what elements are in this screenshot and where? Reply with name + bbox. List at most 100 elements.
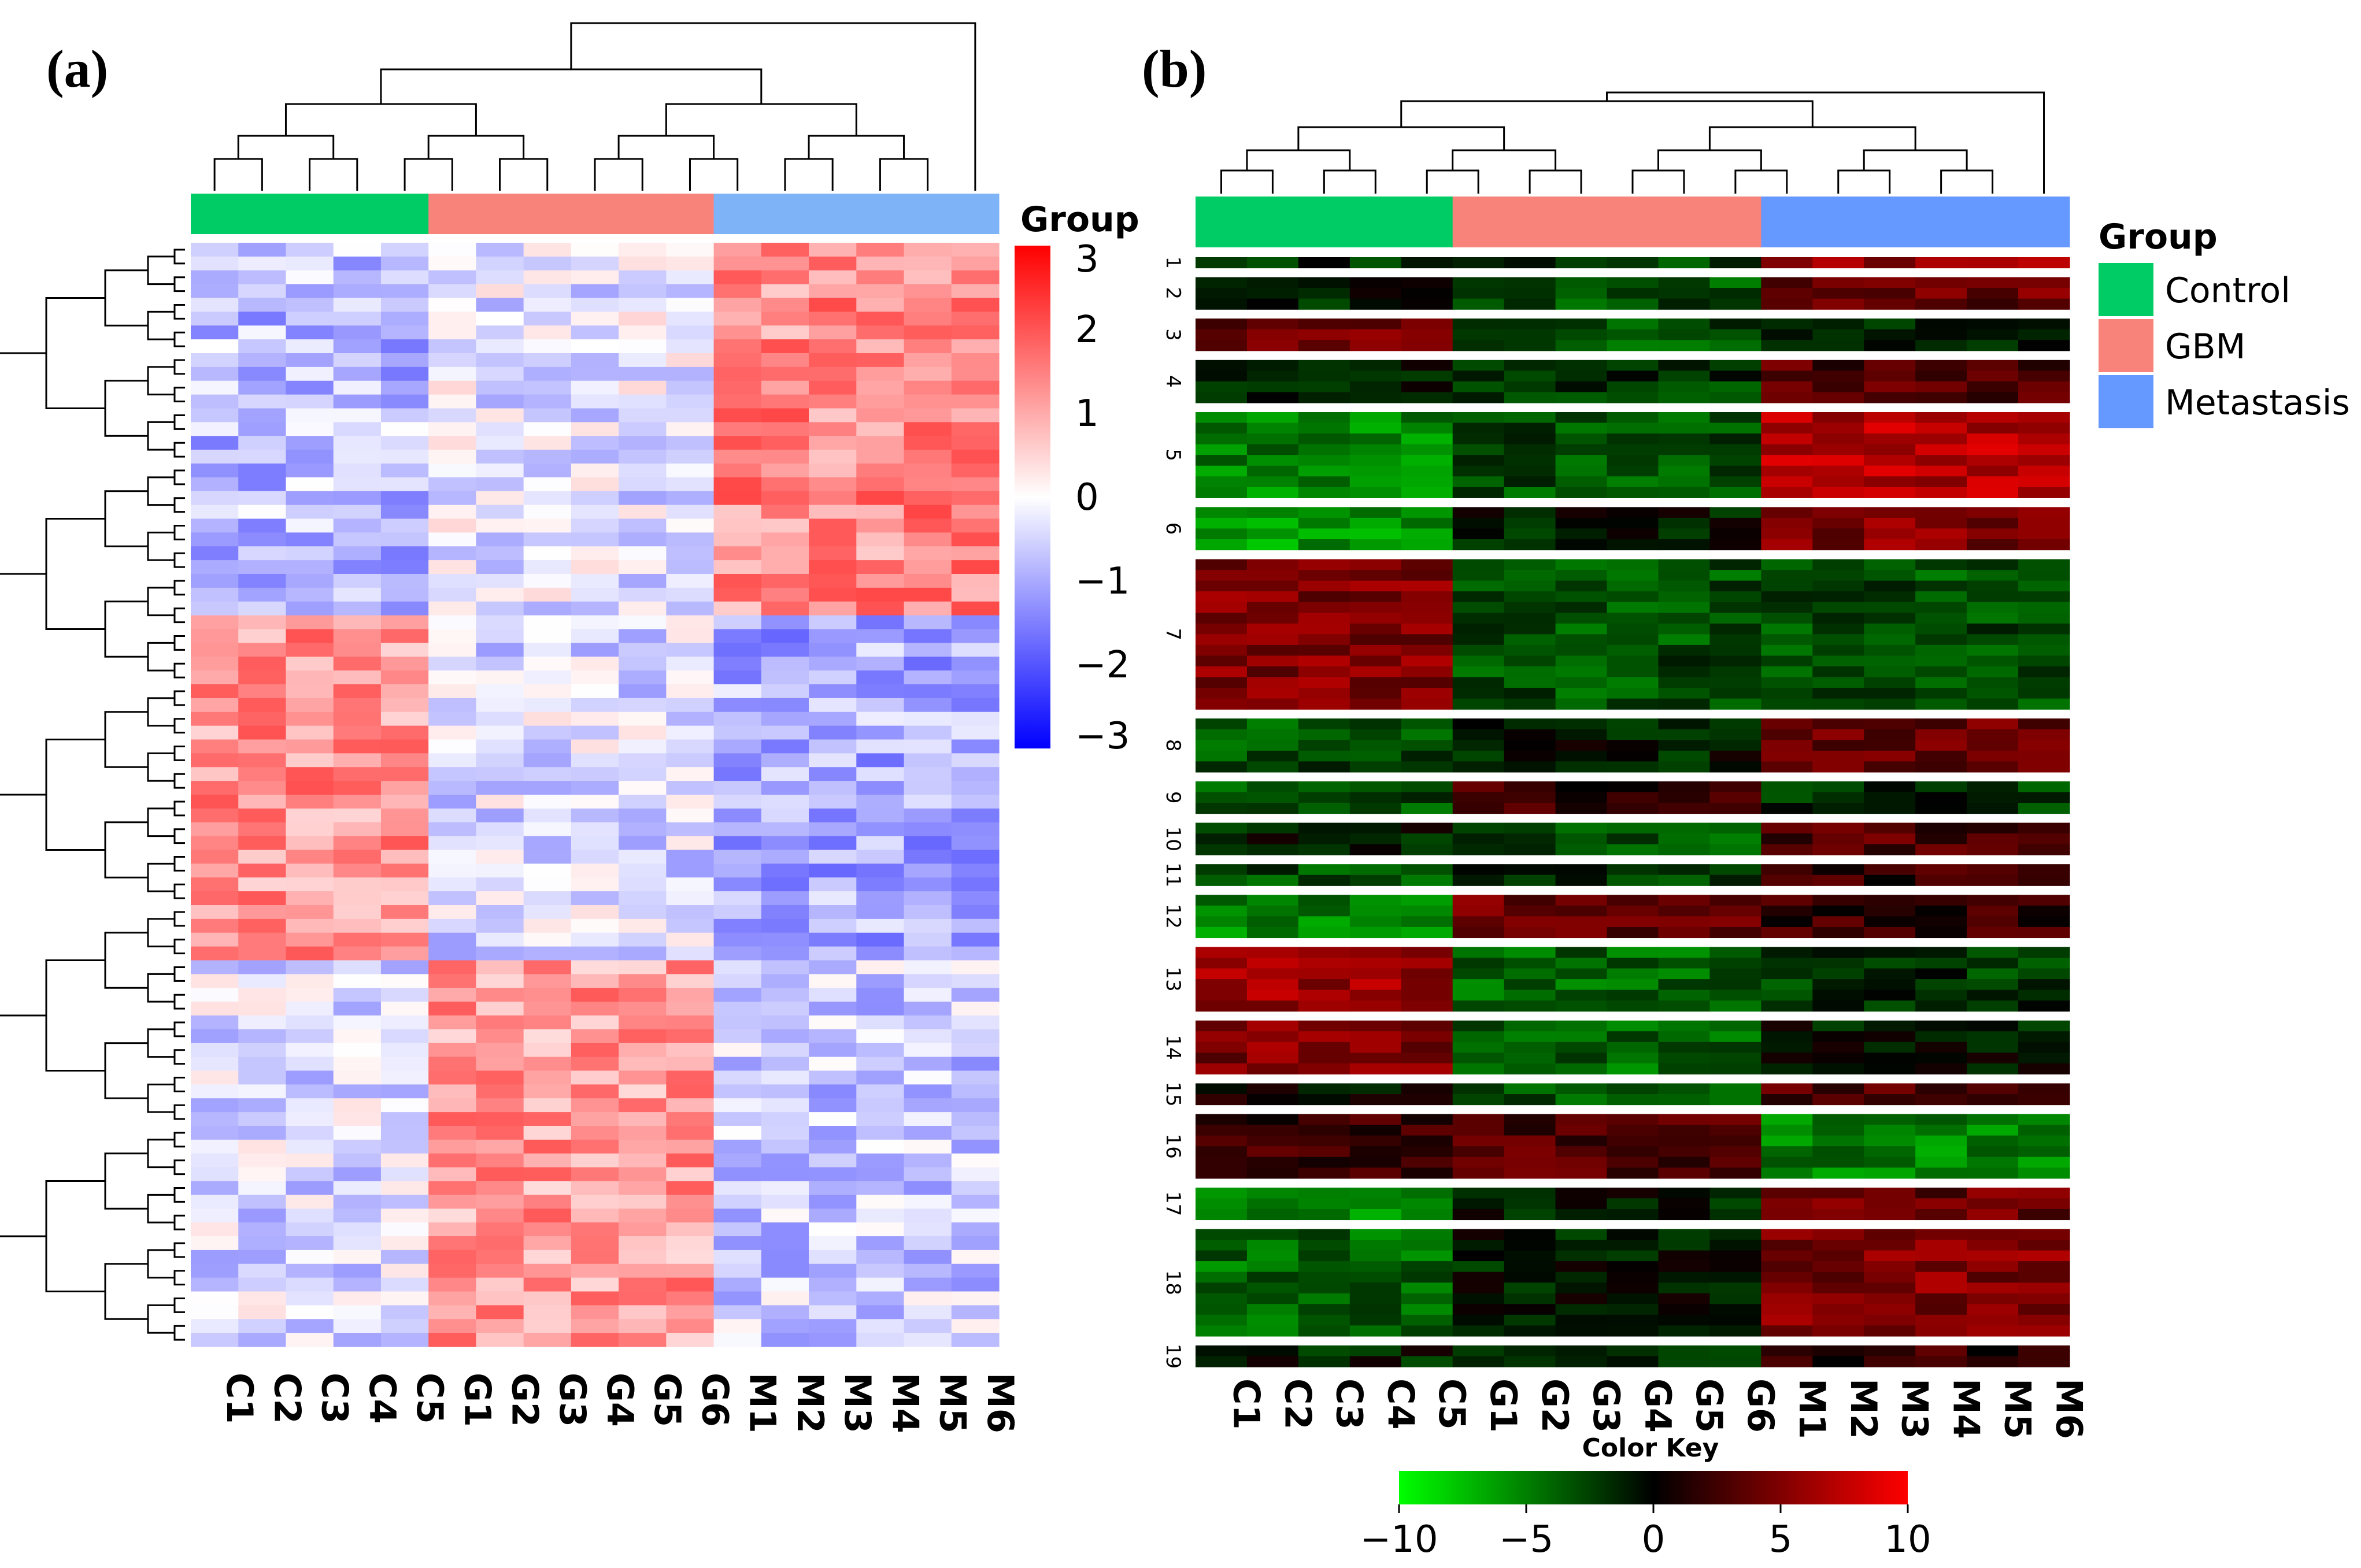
cell xyxy=(191,1084,239,1099)
cell xyxy=(856,1305,905,1319)
column-label-b-M2: M2 xyxy=(1842,1378,1885,1439)
cell xyxy=(1761,1146,1813,1158)
cell xyxy=(333,615,382,630)
cell xyxy=(333,891,382,906)
cell xyxy=(1452,1031,1505,1043)
cell xyxy=(856,1029,905,1044)
cell xyxy=(1246,1345,1299,1357)
cell xyxy=(1401,905,1453,917)
cell xyxy=(1761,874,1813,886)
cell xyxy=(1709,655,1762,667)
cell xyxy=(1915,947,1967,958)
cell xyxy=(713,753,762,768)
cell xyxy=(809,408,857,422)
cell xyxy=(1555,1063,1608,1075)
cell xyxy=(1915,580,1967,592)
cell xyxy=(761,808,809,823)
cell xyxy=(619,1250,667,1265)
cell xyxy=(333,1236,382,1251)
cell xyxy=(619,1029,667,1044)
cell xyxy=(713,339,762,354)
cell xyxy=(1452,1167,1505,1179)
cell xyxy=(1401,968,1453,980)
cell xyxy=(1555,926,1608,939)
cell xyxy=(1298,729,1350,740)
cell xyxy=(1196,613,1248,624)
cell xyxy=(523,974,572,988)
cell xyxy=(1967,1063,2019,1075)
cell xyxy=(1915,528,1967,540)
cell xyxy=(1967,329,2019,340)
cell xyxy=(1761,329,1813,340)
cell xyxy=(619,560,667,574)
cell xyxy=(619,505,667,520)
cell xyxy=(1555,381,1608,393)
cell xyxy=(571,905,619,920)
cell xyxy=(1349,1272,1402,1283)
cell xyxy=(904,518,952,533)
cell xyxy=(286,1277,334,1292)
cell xyxy=(1709,476,1762,488)
cell xyxy=(476,836,524,851)
cell xyxy=(333,1015,382,1030)
cell xyxy=(1401,257,1453,269)
cell xyxy=(1658,1125,1711,1136)
cell xyxy=(286,450,334,464)
cell xyxy=(1246,905,1299,917)
cell xyxy=(286,1181,334,1195)
cell xyxy=(1504,792,1556,803)
cell xyxy=(1761,1345,1813,1357)
cell xyxy=(380,725,429,740)
cell xyxy=(1246,989,1299,1001)
cell xyxy=(1761,1209,1813,1221)
cell xyxy=(1967,688,2019,699)
cell xyxy=(1555,340,1608,351)
cell xyxy=(761,1057,809,1072)
cell xyxy=(1555,1356,1608,1367)
cell xyxy=(904,450,952,464)
cell xyxy=(1555,1261,1608,1273)
cell xyxy=(523,380,572,395)
cell xyxy=(809,325,857,340)
cell xyxy=(238,643,287,657)
cell xyxy=(1607,989,1659,1001)
cluster-19 xyxy=(1196,1345,2070,1367)
cell xyxy=(761,1015,809,1030)
cell xyxy=(2018,916,2070,928)
cell xyxy=(619,491,667,506)
cell xyxy=(1812,487,1864,498)
cell xyxy=(1761,288,1813,299)
cell xyxy=(1915,257,1967,269)
cell xyxy=(1607,698,1659,710)
cell xyxy=(1349,844,1402,855)
cell xyxy=(476,1263,524,1278)
cell xyxy=(1555,1229,1608,1240)
cell xyxy=(1246,1125,1299,1136)
cell xyxy=(809,1029,857,1044)
cell xyxy=(476,1167,524,1182)
cell xyxy=(191,863,239,878)
cell xyxy=(1196,444,1248,455)
cell xyxy=(1864,1031,1916,1043)
cell xyxy=(856,477,905,492)
cell xyxy=(713,891,762,906)
cell xyxy=(1401,666,1453,678)
cell xyxy=(523,1112,572,1126)
cell xyxy=(1504,781,1556,793)
cell xyxy=(2018,1293,2070,1304)
cell xyxy=(1246,591,1299,603)
cell xyxy=(1915,644,1967,657)
cell xyxy=(1401,476,1453,488)
cell xyxy=(1555,1156,1608,1168)
cell xyxy=(1967,392,2019,403)
cell xyxy=(1401,298,1453,310)
cell xyxy=(1709,340,1762,351)
cell xyxy=(1349,1345,1402,1357)
cluster-3 xyxy=(1196,318,2070,351)
cell xyxy=(1349,792,1402,803)
cell xyxy=(238,394,287,409)
cell xyxy=(856,353,905,368)
cell xyxy=(761,1029,809,1044)
cell xyxy=(571,574,619,588)
cell xyxy=(1246,1304,1299,1315)
